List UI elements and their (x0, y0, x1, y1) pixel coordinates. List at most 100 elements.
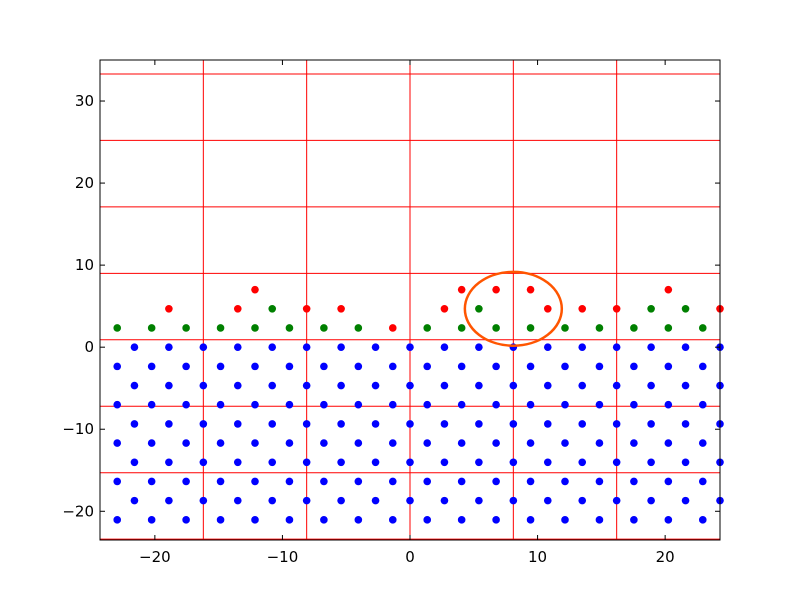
data-point (457, 285, 466, 294)
data-point (698, 516, 707, 524)
data-point (337, 381, 345, 390)
axis-ticks (100, 60, 720, 540)
data-point (130, 381, 139, 390)
data-point (406, 420, 414, 428)
data-point (285, 439, 294, 447)
data-point (113, 362, 122, 371)
data-point (320, 400, 328, 409)
x-tick-label: 0 (405, 548, 415, 566)
data-point (526, 477, 535, 486)
data-point (130, 496, 139, 505)
data-point (130, 343, 139, 351)
data-point (526, 439, 535, 447)
data-point (233, 496, 242, 505)
data-point (630, 516, 638, 524)
data-point (681, 458, 690, 467)
y-tick-label: 10 (75, 256, 94, 274)
data-point (440, 420, 449, 428)
data-point (475, 304, 483, 313)
data-point (457, 516, 466, 524)
data-point (165, 381, 173, 390)
data-point (526, 324, 535, 332)
data-point (561, 362, 569, 371)
data-point (285, 477, 294, 486)
data-point (182, 516, 190, 524)
data-point (630, 324, 638, 332)
data-point (388, 439, 397, 447)
data-point (698, 324, 707, 332)
data-point (302, 343, 311, 351)
data-point (182, 324, 190, 332)
data-point (440, 343, 449, 351)
data-point (216, 516, 225, 524)
data-point (199, 496, 208, 505)
data-point (406, 496, 414, 505)
data-point (388, 516, 397, 524)
data-point (320, 362, 328, 371)
data-point (440, 381, 449, 390)
data-point (630, 477, 638, 486)
grid-lines (99, 60, 721, 540)
data-point (612, 420, 621, 428)
data-point (698, 400, 707, 409)
data-point (423, 516, 432, 524)
data-point (543, 304, 552, 313)
data-point (354, 400, 363, 409)
data-point (302, 420, 311, 428)
data-point (354, 362, 363, 371)
data-point (457, 477, 466, 486)
data-point (664, 324, 673, 332)
data-point (388, 362, 397, 371)
data-point (165, 458, 173, 467)
data-point (595, 477, 604, 486)
data-point (578, 420, 587, 428)
data-point (440, 458, 449, 467)
data-point (147, 477, 156, 486)
data-point (165, 304, 173, 313)
data-point (251, 362, 259, 371)
data-point (406, 343, 414, 351)
data-point (285, 362, 294, 371)
data-point (664, 516, 673, 524)
data-point (647, 420, 655, 428)
data-point (612, 343, 621, 351)
data-point (647, 304, 655, 313)
data-point (320, 439, 328, 447)
data-point (578, 381, 587, 390)
data-point (147, 324, 156, 332)
data-point (113, 477, 122, 486)
data-point (268, 304, 277, 313)
x-tick-label: −10 (267, 548, 299, 566)
data-points (113, 285, 724, 524)
data-point (147, 362, 156, 371)
data-point (320, 516, 328, 524)
data-point (251, 516, 259, 524)
data-point (647, 343, 655, 351)
data-point (509, 458, 518, 467)
x-tick-label: −20 (139, 548, 171, 566)
data-point (423, 362, 432, 371)
data-point (268, 420, 277, 428)
data-point (457, 362, 466, 371)
data-point (320, 477, 328, 486)
data-point (182, 477, 190, 486)
data-point (526, 285, 535, 294)
x-tick-label: 20 (656, 548, 675, 566)
data-point (165, 343, 173, 351)
data-point (320, 324, 328, 332)
data-point (681, 381, 690, 390)
data-point (526, 400, 535, 409)
data-point (113, 400, 122, 409)
data-point (182, 362, 190, 371)
data-point (595, 439, 604, 447)
data-point (509, 381, 518, 390)
data-point (475, 420, 483, 428)
highlight-circle (463, 270, 564, 347)
y-tick-label: −10 (62, 420, 94, 438)
data-point (440, 496, 449, 505)
data-point (130, 420, 139, 428)
data-point (526, 362, 535, 371)
data-point (182, 439, 190, 447)
data-point (561, 477, 569, 486)
